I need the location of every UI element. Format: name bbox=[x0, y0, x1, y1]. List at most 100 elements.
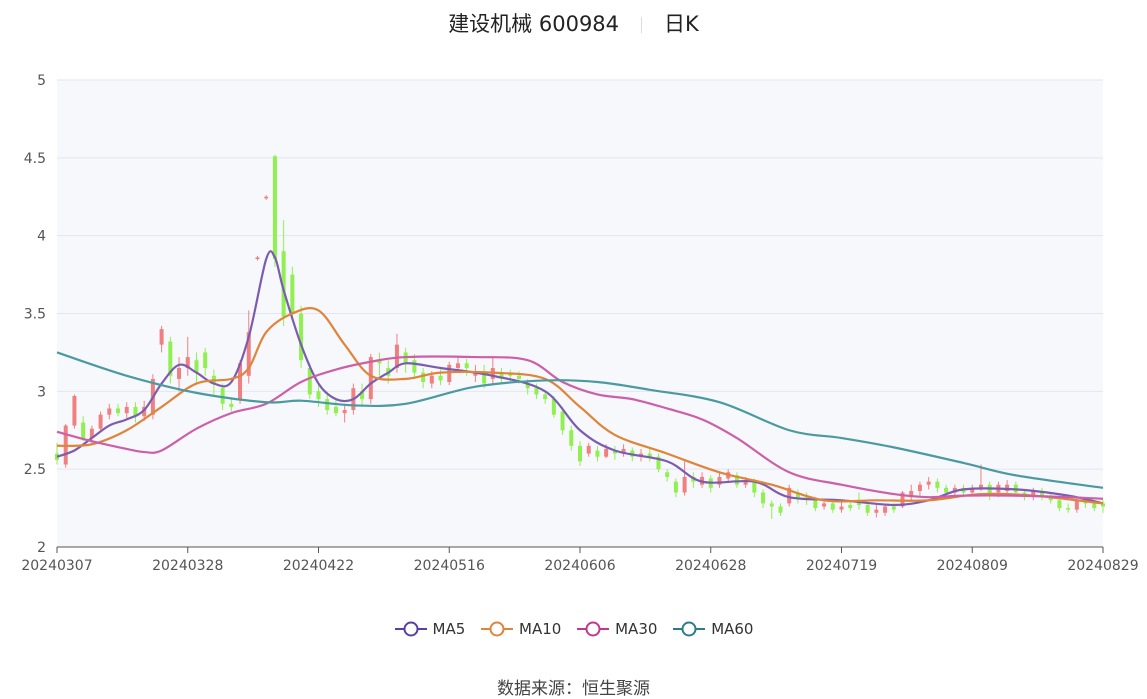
candle bbox=[159, 325, 164, 353]
candle-body bbox=[848, 504, 853, 509]
stock-name: 建设机械 600984 bbox=[448, 12, 620, 36]
candle-body bbox=[682, 476, 687, 493]
candle-body bbox=[787, 487, 792, 504]
candle bbox=[272, 154, 277, 267]
candle-body bbox=[229, 403, 234, 407]
title-separator bbox=[641, 17, 643, 33]
candle-body bbox=[752, 481, 757, 493]
candle bbox=[299, 305, 304, 368]
candlestick-chart: 22.533.544.55 20240307 20240328 20240422 20… bbox=[21, 73, 1138, 574]
candle-body bbox=[743, 481, 748, 485]
candle bbox=[909, 484, 914, 501]
candle-body bbox=[342, 410, 347, 414]
candle bbox=[464, 358, 469, 376]
legend-label-ma30: MA30 bbox=[615, 620, 658, 638]
candle-body bbox=[1039, 490, 1044, 498]
data-source: 数据来源：恒生聚源 bbox=[0, 674, 1147, 699]
candle-body bbox=[944, 487, 949, 493]
candle bbox=[560, 406, 565, 435]
legend-item-ma60[interactable]: MA60 bbox=[672, 620, 753, 638]
candle bbox=[360, 383, 365, 407]
candle-body bbox=[612, 450, 617, 454]
candle-body bbox=[656, 456, 661, 470]
candle-body bbox=[290, 274, 295, 314]
candle bbox=[543, 391, 548, 404]
candle bbox=[795, 489, 800, 504]
candle-body bbox=[551, 399, 556, 415]
candle-body bbox=[107, 408, 112, 415]
legend-label-ma60: MA60 bbox=[711, 620, 754, 638]
candle-body bbox=[734, 475, 739, 485]
y-tick-label: 4.5 bbox=[24, 151, 46, 167]
legend-label-ma5: MA5 bbox=[432, 620, 466, 638]
candle bbox=[761, 489, 766, 509]
candle-body bbox=[159, 329, 164, 345]
candle-body bbox=[516, 375, 521, 379]
candle-body bbox=[238, 363, 243, 400]
candle bbox=[412, 353, 417, 379]
candle-body bbox=[865, 504, 870, 513]
candle bbox=[81, 416, 86, 442]
candle-body bbox=[761, 492, 766, 504]
candle-body bbox=[560, 411, 565, 431]
candle-body bbox=[987, 484, 992, 496]
legend-item-ma10[interactable]: MA10 bbox=[480, 620, 561, 638]
candle-body bbox=[464, 363, 469, 368]
x-tick-label: 20240328 bbox=[152, 558, 223, 574]
candle-body bbox=[534, 388, 539, 395]
candle-body bbox=[81, 422, 86, 439]
candle-body bbox=[909, 490, 914, 498]
candle-body bbox=[1092, 503, 1097, 509]
candle-body bbox=[595, 450, 600, 457]
x-tick-label: 20240809 bbox=[937, 558, 1008, 574]
candle-body bbox=[543, 394, 548, 400]
candle-body bbox=[333, 406, 338, 414]
candle-body bbox=[900, 492, 905, 507]
candle bbox=[830, 501, 835, 513]
candle-body bbox=[281, 251, 286, 317]
candle bbox=[342, 403, 347, 423]
candle bbox=[72, 394, 77, 429]
candle bbox=[264, 195, 269, 200]
y-axis-ticks: 2 2.5 3 3.5 4 4.5 5 bbox=[24, 73, 46, 556]
candle bbox=[1057, 497, 1062, 512]
legend-item-ma5[interactable]: MA5 bbox=[394, 620, 466, 638]
candle-body bbox=[482, 371, 487, 384]
candle bbox=[778, 503, 783, 516]
legend: MA5 MA10 MA30 MA60 bbox=[0, 620, 1147, 641]
candle bbox=[290, 266, 295, 322]
y-tick-label: 3.5 bbox=[24, 307, 46, 323]
candle bbox=[421, 367, 426, 389]
candle bbox=[203, 347, 208, 376]
candle bbox=[499, 367, 504, 384]
candle-body bbox=[586, 445, 591, 454]
candle-body bbox=[822, 503, 827, 507]
x-tick-label: 20240307 bbox=[21, 558, 92, 574]
candle-body bbox=[1074, 500, 1079, 510]
candle bbox=[595, 445, 600, 462]
candle bbox=[578, 441, 582, 467]
candle-body bbox=[412, 360, 417, 373]
legend-item-ma30[interactable]: MA30 bbox=[576, 620, 657, 638]
candle-body bbox=[978, 484, 983, 488]
candle bbox=[133, 402, 138, 423]
chart-title: 建设机械 600984 日K bbox=[0, 8, 1147, 38]
candle-body bbox=[883, 506, 888, 513]
candle-body bbox=[717, 476, 722, 485]
candle bbox=[255, 255, 260, 261]
candle-body bbox=[665, 472, 670, 477]
candle-body bbox=[604, 448, 609, 457]
candle-body bbox=[926, 481, 931, 485]
candle-body bbox=[769, 503, 774, 507]
candle bbox=[1039, 487, 1044, 501]
candle-body bbox=[98, 414, 103, 429]
source-label: 数据来源： bbox=[497, 679, 582, 699]
x-tick-label: 20240606 bbox=[544, 558, 615, 574]
candle bbox=[177, 357, 182, 392]
candle bbox=[447, 361, 452, 386]
y-tick-label: 4 bbox=[37, 229, 46, 245]
candle-body bbox=[499, 372, 504, 379]
candle-body bbox=[455, 363, 460, 368]
candle bbox=[917, 481, 922, 496]
legend-marker-ma10 bbox=[481, 621, 514, 637]
